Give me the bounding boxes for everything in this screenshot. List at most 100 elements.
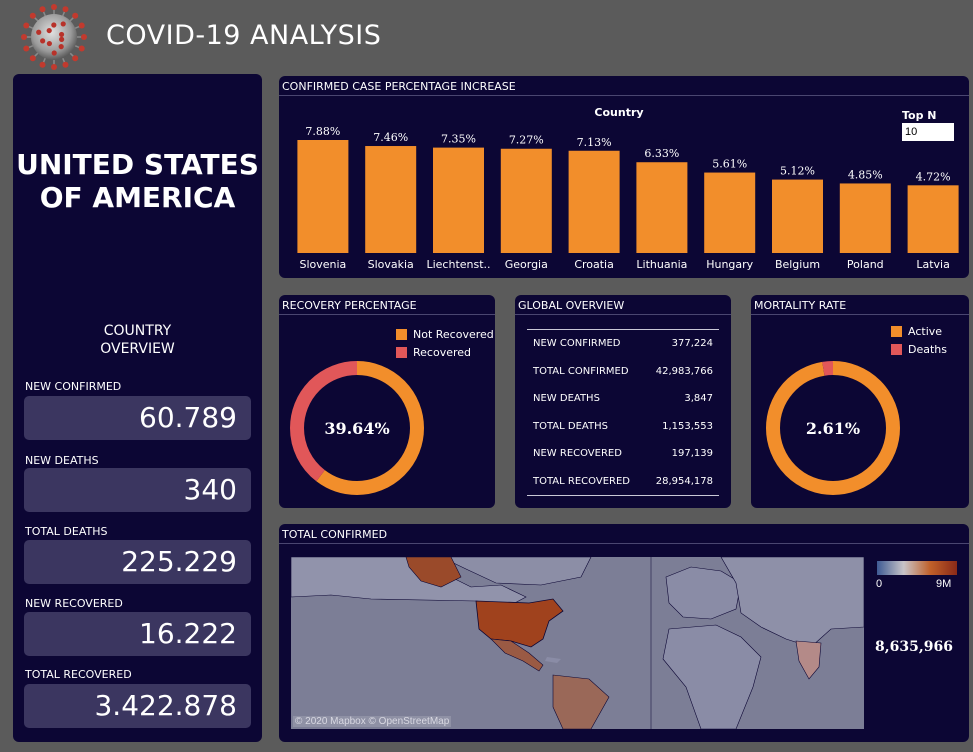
table-row: NEW DEATHS 3,847 xyxy=(527,385,719,413)
country-panel: UNITED STATES OF AMERICA COUNTRY OVERVIE… xyxy=(13,74,262,742)
bar-category-label: Belgium xyxy=(775,258,820,271)
world-map[interactable]: © 2020 Mapbox © OpenStreetMap xyxy=(291,557,864,729)
mortality-legend: Active Deaths xyxy=(891,322,947,358)
panel-title: MORTALITY RATE xyxy=(751,295,969,315)
bar[interactable] xyxy=(704,172,756,253)
table-row: TOTAL RECOVERED 28,954,178 xyxy=(527,468,719,496)
donut-slice[interactable] xyxy=(766,361,900,495)
bar-category-label: Poland xyxy=(847,258,884,271)
recovery-panel: RECOVERY PERCENTAGE Not Recovered Recove… xyxy=(279,295,495,508)
legend-item[interactable]: Recovered xyxy=(396,343,494,361)
row-value: 28,954,178 xyxy=(655,475,713,487)
bar[interactable] xyxy=(365,146,417,253)
bar-value-label: 5.61% xyxy=(712,158,747,171)
chart-axis-title: Country xyxy=(594,106,643,119)
panel-title: TOTAL CONFIRMED xyxy=(279,524,969,544)
kpi-value-new-deaths: 340 xyxy=(24,468,251,512)
kpi-label-new-deaths: NEW DEATHS xyxy=(25,454,99,467)
topn-input[interactable] xyxy=(902,123,954,141)
map-region[interactable] xyxy=(545,657,561,663)
kpi-value-total-recovered: 3.422.878 xyxy=(24,684,251,728)
recovery-donut-chart: 39.64% xyxy=(290,361,424,495)
legend-label: Deaths xyxy=(908,342,947,356)
scale-min-label: 0 xyxy=(876,578,883,590)
country-overview-title: COUNTRY OVERVIEW xyxy=(13,322,262,358)
bar-value-label: 7.35% xyxy=(441,133,476,146)
map-region-south-america[interactable] xyxy=(552,674,610,729)
donut-center-label: 39.64% xyxy=(324,419,389,438)
row-value: 1,153,553 xyxy=(662,420,713,432)
legend-swatch xyxy=(891,325,902,337)
legend-item[interactable]: Active xyxy=(891,322,947,340)
percentage-increase-chart: Country 7.88% Slovenia 7.46% Slovakia 7.35% Li… xyxy=(297,106,959,271)
total-confirmed-panel: TOTAL CONFIRMED xyxy=(279,524,969,742)
bar[interactable] xyxy=(297,140,349,253)
bar-value-label: 4.85% xyxy=(848,168,883,181)
color-scale-bar xyxy=(877,561,957,575)
bar[interactable] xyxy=(433,147,484,253)
country-overview-label: COUNTRY OVERVIEW xyxy=(100,323,175,357)
map-region-africa[interactable] xyxy=(662,624,762,729)
kpi-label-total-deaths: TOTAL DEATHS xyxy=(25,525,108,538)
bar-category-label: Lithuania xyxy=(636,258,687,271)
row-label: TOTAL CONFIRMED xyxy=(533,365,629,377)
bar-value-label: 7.27% xyxy=(509,134,544,147)
topn-label: Top N xyxy=(902,109,937,122)
legend-swatch xyxy=(396,328,407,340)
panel-title: CONFIRMED CASE PERCENTAGE INCREASE xyxy=(279,76,969,96)
legend-label: Recovered xyxy=(413,345,472,359)
legend-swatch xyxy=(396,346,407,358)
map-region-india[interactable] xyxy=(795,640,822,680)
bar[interactable] xyxy=(839,183,891,253)
mortality-donut-chart: 2.61% xyxy=(766,361,900,495)
kpi-label-new-confirmed: NEW CONFIRMED xyxy=(25,380,122,393)
selected-country-total: 8,635,966 xyxy=(875,639,953,655)
table-row: TOTAL CONFIRMED 42,983,766 xyxy=(527,358,719,386)
bar[interactable] xyxy=(636,162,688,253)
app-title: COVID-19 ANALYSIS xyxy=(106,20,382,51)
bar[interactable] xyxy=(568,150,620,253)
global-overview-table: NEW CONFIRMED 377,224 TOTAL CONFIRMED 42,9… xyxy=(527,329,719,496)
table-row: NEW CONFIRMED 377,224 xyxy=(527,330,719,358)
bar-category-label: Liechtenst.. xyxy=(426,258,490,271)
bar-value-label: 7.13% xyxy=(577,136,612,149)
kpi-value-total-deaths: 225.229 xyxy=(24,540,251,584)
bar-value-label: 7.46% xyxy=(373,131,408,144)
bar-value-label: 7.88% xyxy=(305,125,340,138)
map-credit[interactable]: © 2020 Mapbox © OpenStreetMap xyxy=(293,716,452,727)
bar-value-label: 6.33% xyxy=(644,147,679,160)
donut-slice[interactable] xyxy=(290,361,424,495)
legend-swatch xyxy=(891,343,902,355)
row-value: 3,847 xyxy=(684,393,713,404)
legend-label: Not Recovered xyxy=(413,327,494,341)
bar-category-label: Croatia xyxy=(574,258,614,271)
map-region-europe[interactable] xyxy=(665,566,742,620)
header: COVID-19 ANALYSIS xyxy=(0,0,973,70)
legend-item[interactable]: Deaths xyxy=(891,340,947,358)
map-region-asia[interactable] xyxy=(720,557,864,648)
table-row: NEW RECOVERED 197,139 xyxy=(527,440,719,468)
bar[interactable] xyxy=(772,179,823,253)
bar-category-label: Latvia xyxy=(916,258,950,271)
legend-item[interactable]: Not Recovered xyxy=(396,325,494,343)
bar-value-label: 5.12% xyxy=(780,165,815,178)
panel-title: RECOVERY PERCENTAGE xyxy=(279,295,495,315)
kpi-value-new-confirmed: 60.789 xyxy=(24,396,251,440)
bar-category-label: Hungary xyxy=(706,258,753,271)
map-region-usa[interactable] xyxy=(475,598,564,648)
bar[interactable] xyxy=(907,185,959,253)
percentage-increase-panel: CONFIRMED CASE PERCENTAGE INCREASE Count… xyxy=(279,76,969,278)
map-region-alaska[interactable] xyxy=(405,557,462,588)
row-label: NEW CONFIRMED xyxy=(533,338,621,349)
mortality-panel: MORTALITY RATE Active Deaths 2.61% xyxy=(751,295,969,508)
map-region-mexico[interactable] xyxy=(490,638,544,672)
legend-label: Active xyxy=(908,324,943,338)
row-value: 197,139 xyxy=(671,448,713,459)
bar[interactable] xyxy=(500,148,552,253)
row-value: 42,983,766 xyxy=(655,365,713,377)
row-label: TOTAL DEATHS xyxy=(533,420,608,432)
row-label: NEW DEATHS xyxy=(533,393,600,404)
bar-category-label: Georgia xyxy=(505,258,548,271)
map-region[interactable] xyxy=(440,557,592,586)
panel-title: GLOBAL OVERVIEW xyxy=(515,295,731,315)
